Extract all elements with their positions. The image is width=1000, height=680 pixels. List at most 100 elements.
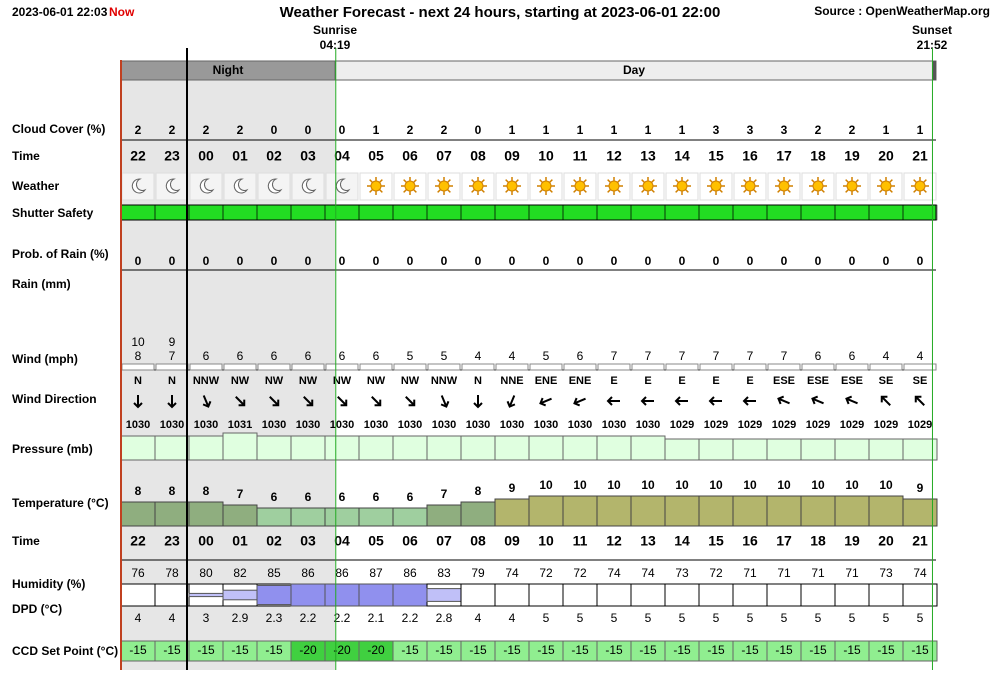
temperature: 10: [607, 478, 621, 492]
sun-icon: [744, 180, 756, 192]
hour: 02: [266, 148, 282, 164]
hour: 08: [470, 533, 486, 549]
sun-ray: [617, 189, 621, 193]
temperature: 10: [743, 478, 757, 492]
hour: 09: [504, 148, 520, 164]
temp-bar: [290, 507, 326, 527]
shutter-cell: [902, 204, 938, 221]
ccd: -15: [231, 643, 249, 657]
source: Source : OpenWeatherMap.org: [814, 4, 990, 18]
day-end: [932, 61, 936, 80]
pressure: 1029: [670, 419, 694, 431]
wind-bar: [801, 363, 835, 371]
sun-ray: [403, 189, 407, 193]
wind-bar: [767, 363, 801, 371]
rain-prob: 0: [169, 254, 176, 268]
rain-prob: 0: [883, 254, 890, 268]
pressure: 1029: [738, 419, 762, 431]
pressure-box: [596, 435, 632, 461]
wind-speed: 5: [407, 349, 414, 363]
humidity: 86: [403, 566, 417, 580]
row-label: Shutter Safety: [12, 206, 94, 220]
humidity: 78: [165, 566, 179, 580]
sun-ray: [437, 189, 441, 193]
wind-bar: [597, 363, 631, 371]
wind-arrow: [742, 396, 756, 406]
wind-direction: N: [474, 375, 482, 387]
wind-arrow: [573, 397, 586, 407]
row-label: Rain (mm): [12, 277, 71, 291]
hour: 15: [708, 533, 724, 549]
pressure: 1031: [228, 419, 252, 431]
sun-ray: [447, 189, 451, 193]
wind-bar: [869, 363, 903, 371]
sun-ray: [845, 189, 849, 193]
hour: 16: [742, 533, 758, 549]
wind-bar: [359, 363, 393, 371]
sun-ray: [379, 189, 383, 193]
rain-prob: 0: [781, 254, 788, 268]
pressure: 1030: [126, 419, 150, 431]
ccd: -15: [265, 643, 283, 657]
humidity: 72: [573, 566, 587, 580]
dpd: 5: [713, 611, 720, 625]
sun-ray: [549, 189, 553, 193]
wind-speed: 4: [883, 349, 890, 363]
hour: 01: [232, 533, 248, 549]
sun-ray: [821, 179, 825, 183]
cloud-cover: 2: [135, 123, 142, 137]
humidity-box: [460, 583, 496, 607]
humidity: 83: [437, 566, 451, 580]
sun-icon: [710, 180, 722, 192]
temp-bar: [154, 501, 190, 527]
humidity-box: [868, 583, 904, 607]
sun-ray: [913, 189, 917, 193]
cloud-cover: 2: [407, 123, 414, 137]
wind-direction: SE: [913, 375, 928, 387]
rain-prob: 0: [509, 254, 516, 268]
dpd: 5: [577, 611, 584, 625]
pressure-box: [188, 435, 224, 461]
ccd: -15: [843, 643, 861, 657]
humidity-bar: [188, 592, 224, 598]
dpd: 2.1: [368, 611, 385, 625]
dpd: 2.2: [402, 611, 419, 625]
sun-ray: [481, 189, 485, 193]
ccd: -15: [707, 643, 725, 657]
humidity-box: [800, 583, 836, 607]
wind-arrow: [473, 395, 483, 409]
wind-speed: 6: [203, 349, 210, 363]
wind-direction: ESE: [841, 375, 863, 387]
sun-ray: [447, 179, 451, 183]
wind-arrow: [371, 396, 382, 407]
wind-speed: 6: [237, 349, 244, 363]
pressure-box: [120, 435, 156, 461]
rain-prob: 0: [441, 254, 448, 268]
sun-ray: [403, 179, 407, 183]
rain-prob: 0: [339, 254, 346, 268]
rain-prob: 0: [203, 254, 210, 268]
hour: 00: [198, 533, 214, 549]
pressure-box: [222, 432, 258, 461]
hour: 01: [232, 148, 248, 164]
hour: 16: [742, 148, 758, 164]
sun-ray: [617, 179, 621, 183]
sunrise-label: Sunrise: [313, 23, 357, 37]
rain-prob: 0: [407, 254, 414, 268]
sun-ray: [607, 189, 611, 193]
cloud-cover: 2: [815, 123, 822, 137]
temperature: 10: [777, 478, 791, 492]
hour: 20: [878, 533, 894, 549]
hour: 13: [640, 148, 656, 164]
pressure-box: [528, 435, 564, 461]
wind-direction: NW: [367, 375, 386, 387]
hour: 14: [674, 533, 690, 549]
dpd: 4: [135, 611, 142, 625]
sun-ray: [777, 179, 781, 183]
sunrise-time: 04:19: [320, 38, 351, 52]
sunset-label: Sunset: [912, 23, 952, 37]
pressure: 1030: [194, 419, 218, 431]
cloud-cover: 2: [203, 123, 210, 137]
ccd: -15: [877, 643, 895, 657]
sun-ray: [719, 179, 723, 183]
